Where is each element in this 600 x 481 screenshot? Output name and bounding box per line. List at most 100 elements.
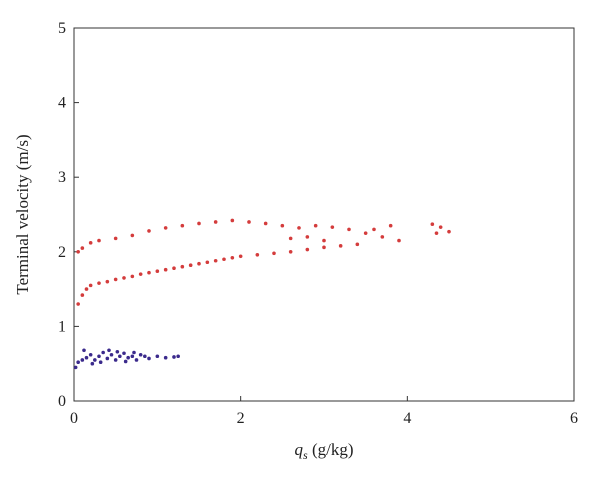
- scatter-point: [143, 354, 147, 359]
- scatter-point: [126, 355, 130, 360]
- scatter-point: [172, 355, 176, 359]
- scatter-point: [338, 244, 343, 248]
- scatter-point: [247, 220, 251, 224]
- scatter-point: [288, 236, 293, 241]
- scatter-point: [97, 354, 101, 359]
- x-tick-label: 6: [570, 410, 578, 427]
- scatter-point: [97, 238, 101, 243]
- scatter-point: [84, 287, 89, 291]
- scatter-point: [230, 255, 235, 260]
- scatter-point: [163, 267, 168, 272]
- scatter-point: [130, 354, 135, 359]
- scatter-point: [88, 283, 93, 288]
- scatter-point: [113, 277, 118, 282]
- scatter-point: [255, 252, 260, 257]
- scatter-point: [213, 220, 218, 224]
- series-1: [76, 218, 451, 306]
- scatter-point: [93, 358, 97, 362]
- plot-frame: [73, 27, 575, 402]
- scatter-point: [134, 358, 139, 362]
- scatter-point: [147, 356, 151, 361]
- scatter-point: [197, 221, 201, 226]
- scatter-point: [88, 241, 93, 245]
- scatter-point: [118, 354, 122, 359]
- x-tick-label: 2: [237, 410, 245, 427]
- scatter-point: [73, 365, 78, 370]
- scatter-point: [205, 260, 210, 265]
- scatter-point: [180, 223, 185, 228]
- scatter-point: [105, 279, 110, 284]
- scatter-point: [434, 231, 439, 235]
- scatter-point: [172, 266, 176, 271]
- scatter-point: [109, 352, 114, 357]
- scatter-point: [347, 227, 351, 232]
- x-axis-label-symbol: q: [295, 440, 304, 459]
- data-points: [73, 218, 451, 370]
- scatter-point: [138, 272, 143, 276]
- scatter-point: [84, 355, 89, 360]
- y-tick-label: 3: [58, 169, 66, 186]
- y-tick-label: 2: [58, 244, 66, 261]
- scatter-point: [80, 358, 85, 362]
- scatter-point: [105, 356, 110, 361]
- scatter-point: [330, 225, 335, 229]
- scatter-point: [147, 270, 151, 275]
- scatter-point: [130, 233, 135, 238]
- scatter-point: [82, 348, 86, 353]
- scatter-point: [372, 227, 376, 232]
- scatter-point: [132, 350, 136, 355]
- scatter-point: [80, 246, 85, 250]
- scatter-point: [76, 360, 80, 365]
- scatter-point: [438, 225, 443, 229]
- scatter-point: [230, 218, 235, 223]
- scatter-point: [107, 348, 111, 353]
- scatter-point: [123, 359, 128, 364]
- y-axis-label: Terminal velocity (m/s): [13, 134, 32, 294]
- scatter-point: [90, 361, 95, 366]
- scatter-point: [363, 231, 368, 235]
- scatter-point: [263, 221, 268, 226]
- scatter-point: [397, 238, 401, 243]
- scatter-point: [76, 250, 80, 254]
- scatter-point: [155, 354, 160, 359]
- x-axis-label-units: (g/kg): [308, 440, 354, 459]
- scatter-point: [305, 247, 310, 252]
- scatter-point: [113, 236, 118, 241]
- plot-area-border: [73, 27, 575, 402]
- scatter-point: [288, 250, 293, 254]
- scatter-point: [388, 223, 393, 228]
- scatter-point: [80, 293, 85, 297]
- scatter-point: [115, 349, 120, 354]
- scatter-point: [97, 281, 101, 285]
- scatter-point: [297, 226, 301, 230]
- y-tick-label: 1: [58, 318, 66, 335]
- scatter-point: [155, 269, 160, 273]
- x-axis: 0 2 4 6: [70, 396, 578, 427]
- scatter-point: [113, 358, 118, 362]
- scatter-point: [76, 302, 80, 306]
- scatter-point: [101, 350, 105, 355]
- scatter-point: [280, 223, 285, 228]
- scatter-point: [197, 261, 201, 266]
- scatter-point: [163, 226, 168, 230]
- series-2: [73, 348, 180, 370]
- scatter-point: [138, 352, 143, 357]
- y-tick-label: 0: [58, 393, 66, 410]
- scatter-point: [313, 223, 318, 228]
- scatter-point: [180, 264, 185, 269]
- scatter-point: [176, 354, 180, 359]
- y-axis: 0 1 2 3 4 5: [58, 20, 79, 410]
- scatter-point: [130, 274, 135, 279]
- x-tick-label: 4: [403, 410, 411, 427]
- scatter-point: [147, 229, 151, 233]
- scatter-point: [322, 245, 326, 250]
- x-axis-label-subscript: s: [303, 448, 308, 462]
- y-tick-label: 4: [58, 95, 66, 112]
- scatter-point: [322, 238, 326, 243]
- scatter-point: [98, 360, 103, 365]
- scatter-point: [222, 257, 226, 262]
- scatter-point: [355, 242, 360, 247]
- scatter-point: [430, 222, 435, 226]
- scatter-point: [188, 263, 193, 268]
